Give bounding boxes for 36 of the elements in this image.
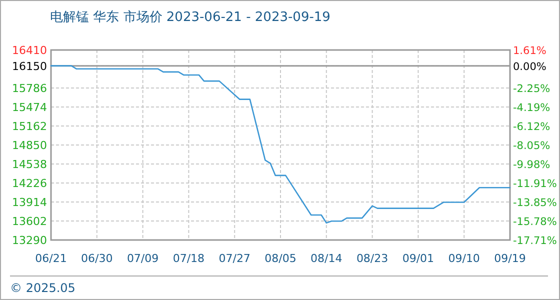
y-tick-label: 16410 (12, 44, 47, 57)
y-tick-label: 15474 (12, 101, 47, 114)
y2-tick-label: -8.05% (513, 140, 550, 152)
x-tick-label: 06/21 (35, 252, 67, 265)
x-tick-label: 08/14 (310, 252, 342, 265)
x-tick-label: 08/23 (356, 252, 388, 265)
x-tick-label: 09/01 (402, 252, 434, 265)
y2-tick-label: -9.98% (513, 158, 550, 171)
y-tick-label: 13914 (12, 196, 47, 209)
y2-tick-label: -17.71% (513, 235, 557, 247)
x-tick-label: 07/09 (126, 252, 159, 265)
line-series (50, 65, 511, 224)
y2-tick-label: -13.85% (513, 197, 557, 210)
x-tick-label: 07/18 (172, 252, 205, 265)
y2-tick-label: -11.91% (513, 178, 557, 190)
y-tick-label: 15786 (12, 82, 47, 95)
y-tick-label: 14538 (12, 158, 47, 171)
y-tick-label: 13602 (12, 215, 47, 228)
y2-tick-label: -4.19% (513, 102, 550, 114)
x-tick-label: 09/19 (494, 252, 526, 265)
y-tick-label: 16150 (12, 60, 47, 73)
x-tick-label: 08/05 (264, 252, 296, 265)
y-tick-label: 13290 (12, 234, 47, 247)
y-tick-label: 15162 (12, 120, 47, 133)
x-tick-label: 07/27 (218, 252, 250, 265)
x-tick-label: 06/30 (81, 252, 113, 265)
chart-title: 电解锰 华东 市场价 2023-06-21 - 2023-09-19 (50, 10, 330, 25)
x-tick-label: 09/10 (448, 252, 480, 265)
text: © 2025.05 (10, 281, 76, 295)
y-tick-label: 14850 (12, 139, 47, 152)
y2-tick-label: -2.25% (513, 82, 550, 95)
y2-tick-label: 0.00% (513, 60, 546, 73)
y2-tick-label: -6.12% (513, 121, 550, 134)
y2-tick-label: -15.78% (513, 216, 557, 228)
y-tick-label: 14226 (12, 177, 47, 190)
y2-tick-label: 1.61% (513, 45, 546, 57)
